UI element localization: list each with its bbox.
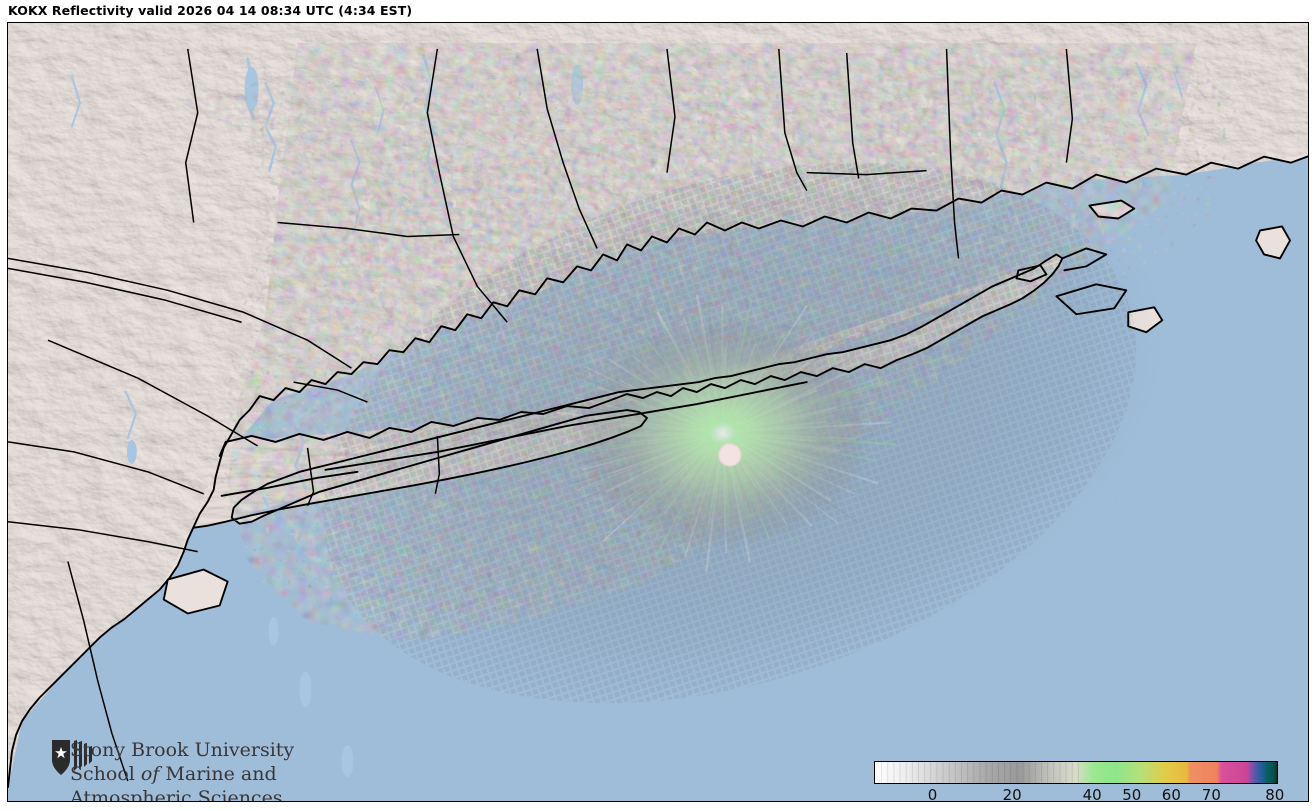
boundary-nj-county-5	[67, 561, 129, 782]
colorbar-tick-70: 70	[1201, 786, 1221, 802]
map-borders	[8, 155, 1308, 788]
boundary-nj-state	[8, 257, 352, 369]
barrier-island-rockaway	[220, 470, 359, 497]
island-small-ne	[1256, 226, 1291, 259]
island-outline-fishers	[1088, 199, 1136, 220]
echo-bright-streak	[177, 56, 767, 293]
island-outline-block	[1255, 225, 1291, 260]
page-title: KOKX Reflectivity valid 2026 04 14 08:34…	[8, 3, 413, 18]
colorbar-tick-40: 40	[1082, 786, 1102, 802]
boundary-li-county-queens	[306, 447, 315, 507]
colorbar-tick-50: 50	[1122, 786, 1142, 802]
stony-brook-logo	[50, 736, 320, 801]
boundary-ny-ct-state	[778, 48, 808, 191]
logo-line-3: Atmospheric Sciences	[70, 787, 283, 802]
colorbar-gradient	[875, 762, 1277, 783]
boundary-westchester	[277, 221, 460, 238]
colorbar-tick-80: 80	[1265, 786, 1285, 802]
island-outline-shelter	[1127, 306, 1164, 334]
colorbar-tick-0: 0	[927, 786, 938, 802]
boundary-nj-county-2	[47, 339, 259, 447]
boundary-hudson-valley-1	[426, 48, 508, 323]
north-fork-outline	[1061, 247, 1108, 272]
echo-speckle-distant	[159, 171, 1255, 801]
logo-line-2: School of Marine and	[70, 763, 277, 785]
boundary-upstate-1	[184, 48, 199, 223]
coastline-connecticut	[272, 155, 1308, 401]
coastline-hudson-harbor	[8, 395, 275, 788]
radar-map-canvas[interactable]	[8, 23, 1308, 801]
boundary-upstate-2	[666, 48, 676, 173]
boundary-ct-ri-state	[945, 48, 960, 259]
boundary-ma-ri	[1065, 48, 1074, 163]
boundary-nj-county-1	[8, 267, 242, 323]
boundary-hudson-valley-2	[536, 48, 598, 249]
coastline-long-island-south	[218, 257, 1064, 457]
reflectivity-colorbar: 0 20 40 50 60 70 80	[874, 761, 1286, 802]
county-state-boundaries	[8, 48, 1074, 782]
south-fork-outline	[1055, 283, 1128, 316]
title-bar: KOKX Reflectivity valid 2026 04 14 08:34…	[0, 0, 1316, 22]
logo-line-1: Stony Brook University	[70, 739, 295, 761]
radar-site-marker	[718, 443, 742, 467]
shield-icon	[52, 740, 92, 775]
boundary-nyc-bronx	[293, 381, 368, 403]
boundary-ct-county-1	[806, 169, 927, 176]
boundary-li-county-nassau-suffolk	[434, 435, 441, 494]
colorbar-box	[874, 761, 1278, 784]
colorbar-tick-20: 20	[1002, 786, 1022, 802]
boundary-nj-county-4	[8, 520, 198, 553]
colorbar-tick-60: 60	[1161, 786, 1181, 802]
staten-island-outline	[162, 568, 229, 615]
boundary-ct-county-2	[845, 52, 860, 179]
logo-text-block: Stony Brook University School of Marine …	[22, 739, 294, 801]
radar-map-frame[interactable]: 0 20 40 50 60 70 80 Stony Brook University Sch…	[7, 22, 1309, 802]
island-outline-plum	[1015, 264, 1048, 283]
boundary-nj-county-3	[8, 441, 204, 495]
coastline-long-island-north	[192, 253, 1064, 529]
barrier-island-fire-island	[324, 381, 808, 471]
